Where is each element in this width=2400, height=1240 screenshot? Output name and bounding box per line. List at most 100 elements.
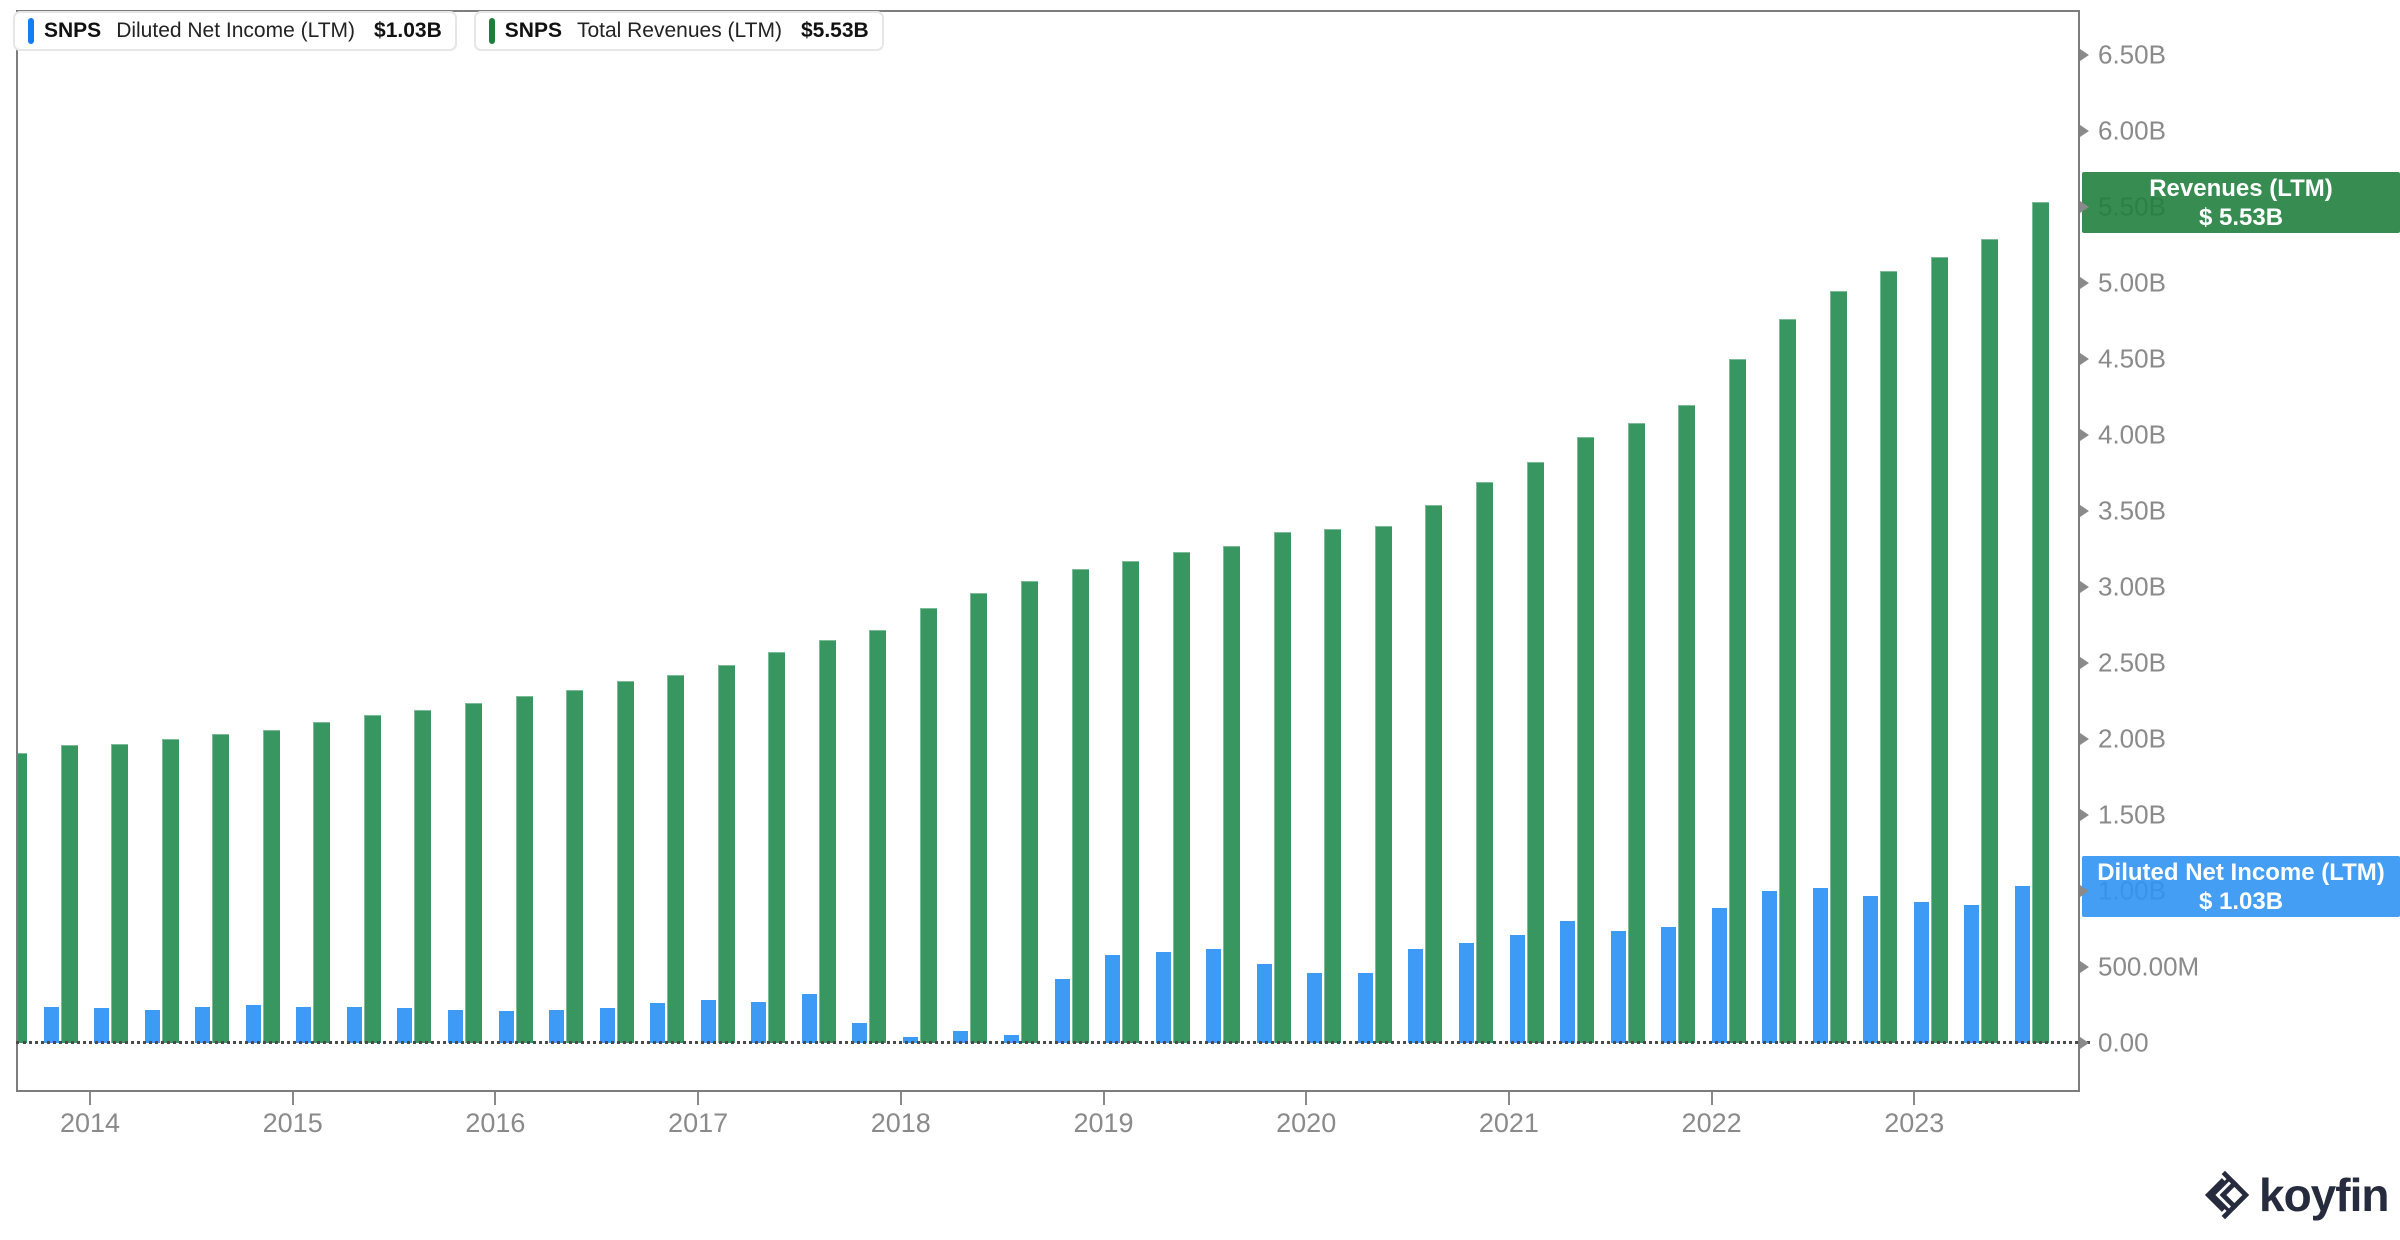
bar-net-income-Jan-2017[interactable] — [700, 1000, 716, 1043]
bar-revenue-Jan-2019[interactable] — [1122, 561, 1140, 1043]
bar-revenue-Apr-2023[interactable] — [1981, 239, 1999, 1043]
bar-net-income-Jan-2022[interactable] — [1711, 908, 1727, 1043]
bar-net-income-Oct-2014[interactable] — [245, 1005, 261, 1043]
bar-revenue-Oct-2014[interactable] — [262, 730, 280, 1043]
bar-revenue-Jul-2023[interactable] — [2032, 202, 2049, 1043]
legend-item-net-income[interactable]: SNPS Diluted Net Income (LTM) $1.03B — [13, 11, 457, 51]
bar-revenue-Oct-2015[interactable] — [464, 703, 482, 1043]
bar-net-income-Oct-2013[interactable] — [43, 1007, 59, 1043]
bar-revenue-Jul-2021[interactable] — [1627, 423, 1645, 1043]
bar-net-income-Jan-2018[interactable] — [902, 1037, 918, 1043]
bar-revenue-Jan-2023[interactable] — [1930, 257, 1948, 1043]
bar-revenue-Apr-2019[interactable] — [1172, 552, 1190, 1043]
bar-net-income-Jan-2015[interactable] — [296, 1007, 312, 1043]
bar-revenue-Apr-2015[interactable] — [363, 715, 381, 1043]
bar-revenue-Apr-2017[interactable] — [768, 652, 786, 1043]
chart-plot-area[interactable] — [16, 10, 2080, 1092]
bar-net-income-Jan-2023[interactable] — [1913, 902, 1929, 1043]
bar-revenue-Jan-2017[interactable] — [717, 665, 735, 1043]
bar-revenue-Oct-2021[interactable] — [1678, 405, 1696, 1043]
koyfin-wordmark: koyfin — [2259, 1169, 2389, 1221]
bar-net-income-Apr-2014[interactable] — [144, 1010, 160, 1043]
bar-net-income-Apr-2023[interactable] — [1964, 905, 1980, 1043]
bar-net-income-Apr-2016[interactable] — [549, 1010, 564, 1043]
bar-net-income-Jan-2014[interactable] — [94, 1008, 110, 1043]
bar-revenue-Oct-2013[interactable] — [60, 745, 78, 1043]
bar-revenue-Jan-2022[interactable] — [1728, 359, 1746, 1043]
y-tick-arrow-0.00 — [2080, 1037, 2089, 1049]
bar-net-income-Apr-2015[interactable] — [346, 1007, 362, 1043]
y-tick-label-0.00: 0.00 — [2098, 1027, 2149, 1058]
bar-net-income-Oct-2017[interactable] — [852, 1023, 868, 1043]
bar-revenue-Jul-2018[interactable] — [1021, 581, 1038, 1043]
bar-revenue-Apr-2016[interactable] — [566, 690, 583, 1043]
x-year-label-2014: 2014 — [59, 1108, 121, 1138]
bar-revenue-Jan-2020[interactable] — [1324, 529, 1342, 1043]
bar-net-income-Oct-2016[interactable] — [650, 1003, 666, 1043]
bar-net-income-Jan-2021[interactable] — [1509, 935, 1525, 1043]
bar-net-income-Jul-2017[interactable] — [801, 994, 817, 1043]
bar-revenue-Apr-2021[interactable] — [1577, 437, 1594, 1043]
bar-revenue-Oct-2022[interactable] — [1880, 271, 1898, 1043]
bar-revenue-Jul-2013[interactable] — [18, 753, 27, 1043]
bar-net-income-Apr-2018[interactable] — [953, 1031, 969, 1043]
bar-revenue-Oct-2019[interactable] — [1273, 532, 1291, 1043]
bar-revenue-Jul-2017[interactable] — [818, 640, 836, 1043]
bar-net-income-Jul-2023[interactable] — [2015, 886, 2030, 1043]
bar-net-income-Jul-2019[interactable] — [1206, 949, 1222, 1043]
bar-net-income-Oct-2018[interactable] — [1054, 979, 1070, 1043]
bar-revenue-Apr-2022[interactable] — [1779, 319, 1797, 1043]
bar-net-income-Jul-2015[interactable] — [397, 1008, 413, 1043]
y-tick-arrow-3.00B — [2080, 581, 2089, 593]
bar-net-income-Jan-2016[interactable] — [498, 1011, 514, 1043]
bar-revenue-Oct-2018[interactable] — [1071, 569, 1089, 1043]
bar-revenue-Jan-2018[interactable] — [919, 608, 937, 1043]
bar-revenue-Apr-2018[interactable] — [970, 593, 988, 1043]
koyfin-logo: koyfin — [2200, 1168, 2389, 1222]
bar-revenue-Apr-2014[interactable] — [161, 739, 179, 1043]
y-tick-label-4.00B: 4.00B — [2098, 419, 2166, 450]
x-tick-2017 — [697, 1092, 700, 1105]
bar-net-income-Oct-2019[interactable] — [1256, 964, 1272, 1043]
bar-net-income-Jul-2016[interactable] — [599, 1008, 615, 1043]
y-tick-label-2.50B: 2.50B — [2098, 647, 2166, 678]
bar-revenue-Oct-2017[interactable] — [869, 630, 887, 1043]
bar-revenue-Jul-2015[interactable] — [414, 710, 432, 1043]
bar-revenue-Jan-2015[interactable] — [313, 722, 331, 1043]
bar-net-income-Jul-2021[interactable] — [1610, 931, 1626, 1043]
x-tick-2018 — [899, 1092, 902, 1105]
legend-item-revenues[interactable]: SNPS Total Revenues (LTM) $5.53B — [473, 11, 884, 51]
bar-revenue-Oct-2016[interactable] — [667, 675, 685, 1043]
x-year-label-2020: 2020 — [1276, 1108, 1337, 1138]
bar-net-income-Apr-2022[interactable] — [1762, 891, 1778, 1043]
bar-net-income-Jul-2022[interactable] — [1812, 888, 1828, 1043]
bar-net-income-Apr-2017[interactable] — [751, 1002, 767, 1043]
bar-revenue-Jul-2020[interactable] — [1425, 505, 1443, 1043]
net-income-badge-title: Diluted Net Income (LTM) — [2097, 858, 2385, 886]
x-year-label-2015: 2015 — [262, 1108, 323, 1138]
bar-net-income-Jan-2020[interactable] — [1307, 973, 1323, 1043]
revenue-last-value-badge: Revenues (LTM) $ 5.53B — [2082, 172, 2400, 233]
bar-net-income-Oct-2021[interactable] — [1661, 927, 1677, 1043]
bar-net-income-Apr-2021[interactable] — [1560, 921, 1575, 1043]
bar-revenue-Oct-2020[interactable] — [1475, 482, 1493, 1043]
y-tick-arrow-5.00B — [2080, 277, 2089, 289]
bar-revenue-Jul-2022[interactable] — [1829, 291, 1847, 1043]
bar-revenue-Jul-2016[interactable] — [616, 681, 634, 1043]
bar-revenue-Jan-2014[interactable] — [111, 744, 129, 1043]
bar-revenue-Jan-2016[interactable] — [515, 696, 533, 1043]
bar-net-income-Jan-2019[interactable] — [1105, 955, 1121, 1043]
bar-revenue-Jul-2014[interactable] — [212, 734, 230, 1043]
bar-net-income-Oct-2022[interactable] — [1863, 896, 1879, 1043]
bar-net-income-Oct-2015[interactable] — [447, 1010, 463, 1043]
bar-revenue-Apr-2020[interactable] — [1374, 526, 1392, 1043]
bar-net-income-Jul-2020[interactable] — [1408, 949, 1424, 1043]
bar-net-income-Oct-2020[interactable] — [1458, 943, 1474, 1043]
bar-net-income-Jul-2018[interactable] — [1004, 1035, 1019, 1043]
bar-net-income-Jul-2014[interactable] — [195, 1007, 211, 1043]
y-tick-label-1.50B: 1.50B — [2098, 799, 2166, 830]
bar-revenue-Jan-2021[interactable] — [1526, 462, 1544, 1043]
bar-net-income-Apr-2020[interactable] — [1357, 973, 1373, 1043]
bar-net-income-Apr-2019[interactable] — [1155, 952, 1171, 1043]
bar-revenue-Jul-2019[interactable] — [1223, 546, 1241, 1043]
